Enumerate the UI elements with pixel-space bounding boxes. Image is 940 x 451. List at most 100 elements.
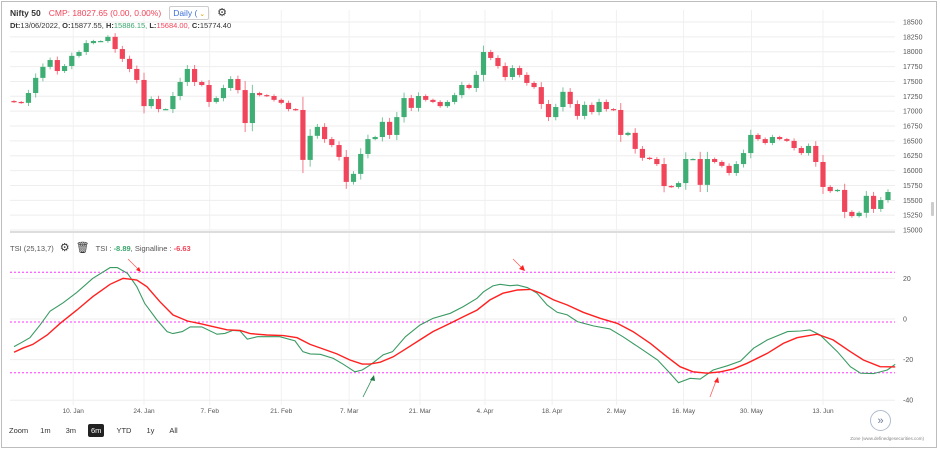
interval-select[interactable]: Daily (⌄ (169, 6, 210, 20)
candle (517, 65, 523, 78)
candle (712, 157, 718, 164)
candle-body-down (842, 189, 848, 212)
candle (798, 146, 804, 156)
candle (76, 50, 82, 58)
date-tick-label: 24. Jan (133, 408, 155, 415)
buy-arrow-1-head (370, 375, 375, 381)
candle (762, 137, 768, 145)
candle (509, 65, 515, 80)
candle (755, 133, 761, 141)
candle-body-down (712, 159, 718, 162)
candle (220, 84, 227, 102)
candle-body-up (459, 85, 465, 96)
tsi-pane (10, 267, 896, 384)
candle (459, 81, 465, 99)
zoom-1m-button[interactable]: 1m (40, 426, 51, 435)
candle (307, 129, 313, 167)
candle (452, 92, 458, 105)
candle (466, 83, 472, 90)
candle (394, 111, 400, 141)
candle-body-down (199, 82, 205, 86)
candle-body-up (365, 139, 371, 154)
candle (885, 189, 891, 203)
tsi-values: TSI : -8.89, Signalline : -6.63 (96, 244, 191, 253)
close-label: C: (191, 21, 200, 30)
candle (473, 70, 479, 92)
candle (834, 188, 841, 193)
scroll-forward-button[interactable]: » (870, 410, 891, 431)
candle-body-down (654, 159, 660, 165)
trash-icon[interactable]: 🗑 (75, 242, 90, 254)
candle (343, 149, 349, 189)
price-tick-label: 17000 (903, 109, 923, 116)
candle (784, 137, 790, 143)
zoom-label: Zoom (9, 426, 29, 435)
candle-body-up (553, 106, 559, 118)
candle (444, 100, 450, 108)
candle-body-down (574, 104, 581, 116)
candle (842, 183, 848, 219)
gear-icon[interactable]: ⚙ (59, 242, 70, 254)
sell-arrow-1-head (136, 267, 141, 272)
candle (668, 185, 674, 188)
candle-body-down (54, 60, 60, 72)
candle-body-up (560, 91, 566, 107)
pane-resize-handle[interactable] (931, 202, 934, 216)
candle-body-down (762, 139, 768, 143)
candle-body-up (740, 153, 747, 165)
signal-label: , Signalline : (130, 244, 172, 253)
candle (878, 197, 884, 212)
zoom-1y-button[interactable]: 1y (146, 426, 155, 435)
zoom-3m-button[interactable]: 3m (65, 426, 77, 435)
open-label: O: (62, 21, 71, 30)
date-value: 13/06/2022, (20, 21, 61, 30)
candle-body-up (358, 153, 364, 174)
candle-body-up (83, 43, 89, 53)
date-tick-label: 16. May (672, 408, 696, 415)
candle-body-down (466, 85, 472, 88)
symbol-name: Nifty 50 (10, 8, 41, 18)
candle (574, 100, 581, 120)
candle-body-up (863, 195, 869, 213)
candle (112, 33, 118, 53)
candle (69, 52, 75, 70)
candle (589, 102, 595, 115)
date-tick-label: 2. May (607, 408, 627, 415)
close-value: 15774.40 (199, 21, 232, 30)
candle (719, 160, 725, 168)
candle-body-down (697, 159, 703, 185)
candle (47, 57, 53, 70)
candle-body-down (647, 157, 653, 160)
price-tick-label: 15500 (903, 198, 923, 205)
candle-body-up (769, 137, 776, 143)
candle (777, 135, 783, 141)
candle (401, 92, 407, 123)
date-tick-label: 7. Mar (340, 408, 359, 415)
candle-body-down (538, 87, 544, 105)
candle-body-down (293, 109, 299, 111)
candle-body-down (18, 101, 24, 104)
candle (141, 72, 147, 114)
zoom-6m-button[interactable]: 6m (88, 424, 105, 437)
price-tick-label: 18500 (903, 20, 923, 27)
candle-body-up (444, 101, 450, 107)
candle (856, 211, 862, 218)
candle (647, 156, 653, 161)
candle (213, 96, 219, 104)
candle-body-up (372, 137, 378, 140)
chevron-down-icon: ⌄ (199, 11, 206, 18)
candle-body-up (148, 98, 154, 107)
zoom-all-button[interactable]: All (169, 426, 178, 435)
candle (206, 80, 212, 107)
candle (531, 81, 537, 89)
candle-body-down (336, 145, 342, 157)
candle-body-up (177, 82, 183, 97)
candle-body-up (885, 191, 891, 201)
candle-body-up (834, 189, 841, 192)
zoom-ytd-button[interactable]: YTD (116, 426, 132, 435)
tsi-value: -8.89 (113, 244, 131, 253)
candle (704, 151, 711, 193)
gear-icon[interactable]: ⚙ (217, 6, 228, 19)
candle (863, 190, 869, 218)
